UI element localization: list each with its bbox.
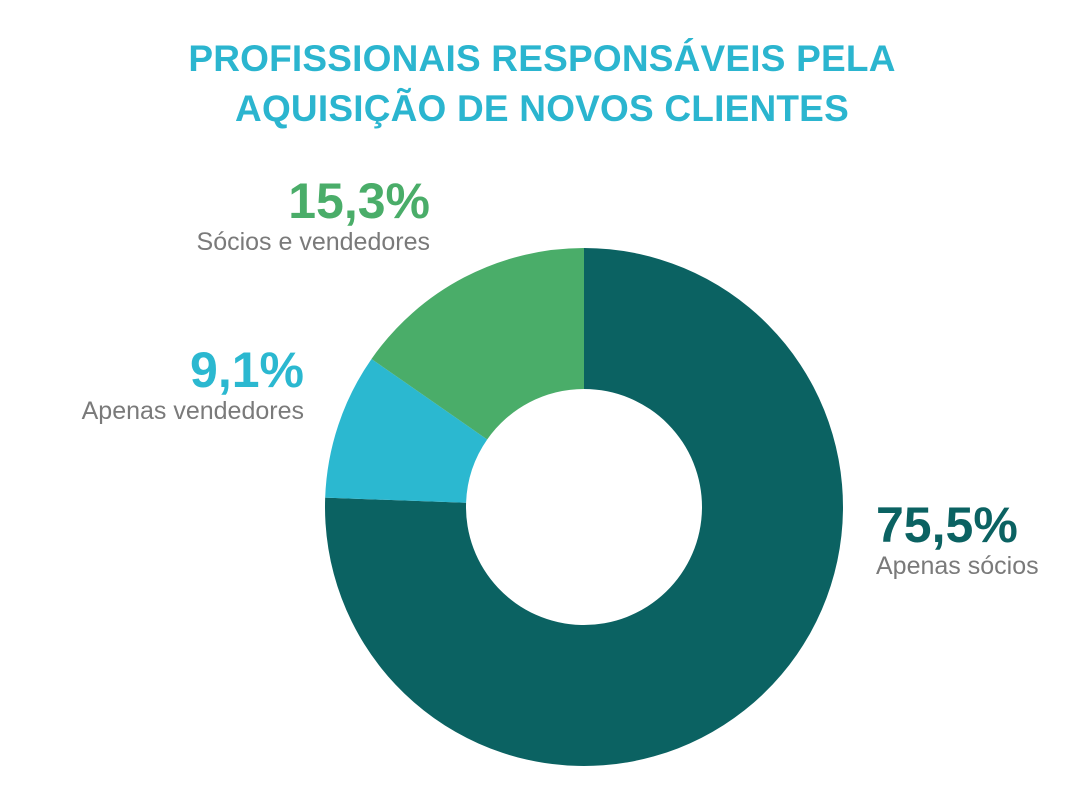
donut-slice-apenas-vendedores xyxy=(325,358,488,503)
donut-slice-apenas-socios xyxy=(324,248,843,766)
label-apenas-socios: 75,5% Apenas sócios xyxy=(876,499,1039,581)
label-socios-e-vendedores: 15,3% Sócios e vendedores xyxy=(197,175,430,257)
category-label-apenas-socios: Apenas sócios xyxy=(876,552,1039,580)
value-label-socios-e-vendedores: 15,3% xyxy=(288,173,430,229)
value-label-apenas-vendedores: 9,1% xyxy=(190,342,304,398)
chart-title-line-1: PROFISSIONAIS RESPONSÁVEIS PELA xyxy=(188,38,896,79)
category-label-apenas-vendedores: Apenas vendedores xyxy=(81,397,304,425)
category-label-socios-e-vendedores: Sócios e vendedores xyxy=(196,228,430,256)
chart-title: PROFISSIONAIS RESPONSÁVEIS PELA AQUISIÇÃ… xyxy=(0,34,1084,134)
label-apenas-vendedores: 9,1% Apenas vendedores xyxy=(82,344,304,426)
chart-title-line-2: AQUISIÇÃO DE NOVOS CLIENTES xyxy=(235,88,849,129)
donut-slice-socios-e-vendedores xyxy=(371,248,584,440)
value-label-apenas-socios: 75,5% xyxy=(876,497,1018,553)
